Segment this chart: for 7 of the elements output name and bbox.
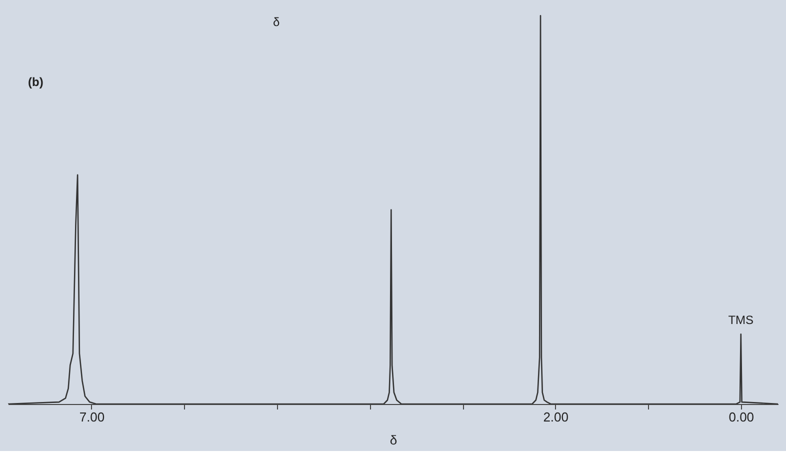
x-tick-label: 7.00 <box>79 410 105 424</box>
x-tick-label: 2.00 <box>543 410 569 424</box>
x-axis-title: δ <box>390 432 398 448</box>
annotation: TMS <box>728 313 754 328</box>
x-tick-label: 0.00 <box>728 410 754 424</box>
annotation: (b) <box>28 75 44 89</box>
annotation: δ <box>273 15 280 29</box>
